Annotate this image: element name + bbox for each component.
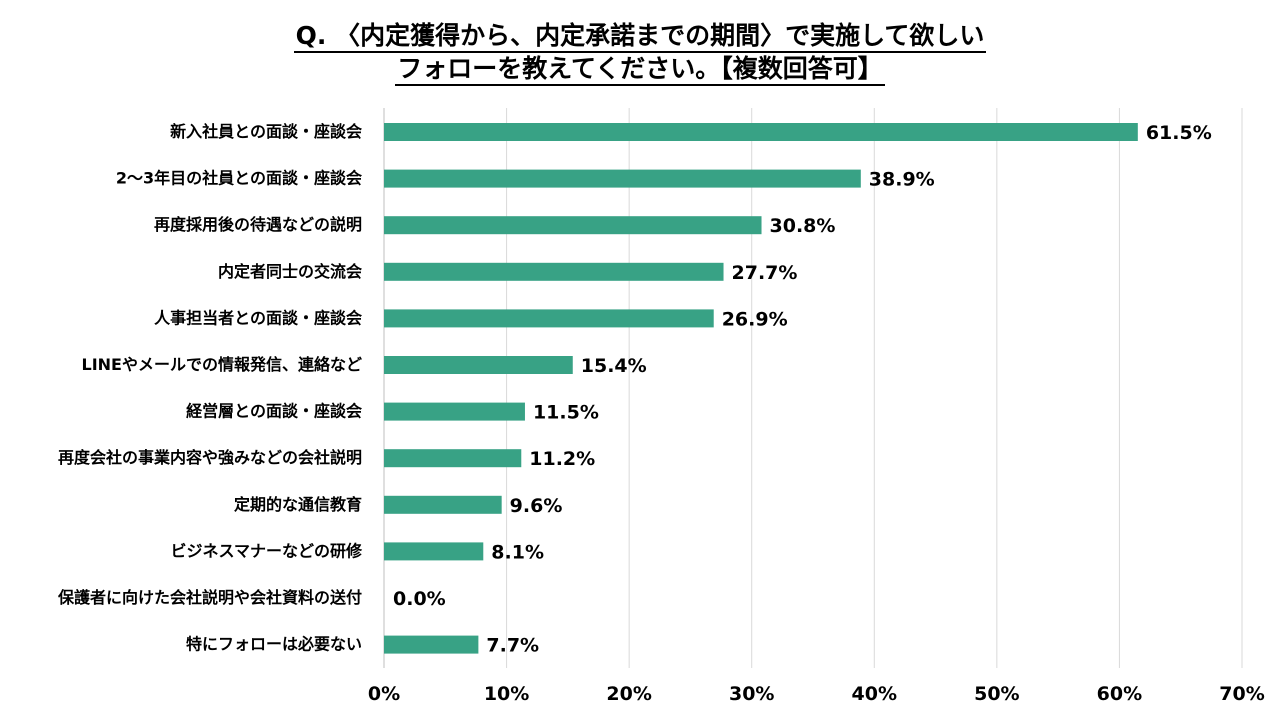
bar [384, 635, 479, 654]
data-label: 38.9% [869, 169, 935, 191]
bar [384, 262, 724, 281]
data-label: 9.6% [510, 495, 563, 517]
category-label: 内定者同士の交流会 [218, 262, 362, 281]
data-label: 61.5% [1146, 122, 1212, 144]
bar [384, 309, 714, 328]
chart-title: Q. 〈内定獲得から、内定承諾までの期間〉で実施して欲しい フォローを教えてくだ… [0, 20, 1280, 86]
data-label: 11.2% [529, 448, 595, 470]
bar [384, 123, 1138, 141]
data-label: 27.7% [732, 262, 798, 284]
bar [384, 169, 861, 188]
x-tick-label: 40% [852, 683, 897, 705]
data-label: 11.5% [533, 402, 599, 424]
data-label: 30.8% [770, 215, 836, 237]
data-label: 8.1% [491, 541, 544, 563]
x-tick-label: 30% [729, 683, 774, 705]
x-tick-label: 0% [368, 683, 400, 705]
bar [384, 449, 522, 468]
category-label: 再度会社の事業内容や強みなどの会社説明 [58, 448, 362, 467]
x-tick-label: 10% [484, 683, 529, 705]
category-label: 経営層との面談・座談会 [186, 402, 362, 421]
chart-title-line-2: フォローを教えてください。【複数回答可】 [395, 53, 885, 86]
data-label: 0.0% [393, 588, 446, 610]
chart-title-line-1: Q. 〈内定獲得から、内定承諾までの期間〉で実施して欲しい [293, 20, 987, 53]
x-tick-label: 70% [1219, 683, 1264, 705]
category-label: 特にフォローは必要ない [186, 635, 362, 654]
category-label: 人事担当者との面談・座談会 [154, 308, 362, 327]
category-label: 保護者に向けた会社説明や会社資料の送付 [57, 588, 362, 607]
x-tick-label: 60% [1097, 683, 1142, 705]
category-label: 2～3年目の社員との面談・座談会 [116, 169, 362, 188]
bar [384, 542, 484, 561]
data-label: 15.4% [581, 355, 647, 377]
data-label: 26.9% [722, 308, 788, 330]
category-label: LINEやメールでの情報発信、連絡など [82, 355, 362, 374]
bar [384, 495, 502, 514]
category-label: 再度採用後の待遇などの説明 [154, 215, 362, 234]
bar [384, 356, 573, 374]
x-tick-label: 20% [606, 683, 651, 705]
bar [384, 216, 762, 235]
bar [384, 402, 525, 421]
data-label: 7.7% [486, 635, 539, 657]
x-tick-label: 50% [974, 683, 1019, 705]
category-label: 新入社員との面談・座談会 [170, 122, 362, 141]
category-label: 定期的な通信教育 [233, 495, 362, 514]
category-label: ビジネスマナーなどの研修 [170, 541, 363, 560]
